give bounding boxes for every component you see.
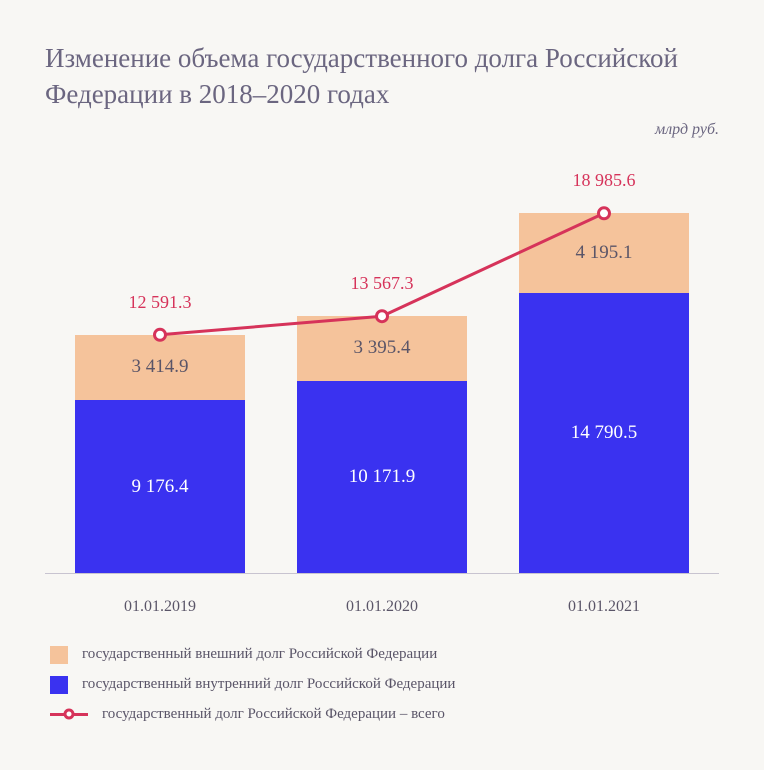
unit-label: млрд руб. (45, 121, 719, 139)
baseline (45, 573, 719, 574)
total-value-label: 18 985.6 (573, 170, 636, 191)
chart-title: Изменение объема государственного долга … (45, 40, 719, 113)
bar-segment-internal: 9 176.4 (75, 400, 245, 574)
bar-stack: 3 414.99 176.4 (75, 335, 245, 574)
legend-item-total: государственный долг Российской Федераци… (50, 706, 719, 723)
chart-container: Изменение объема государственного долга … (0, 0, 764, 753)
bar-segment-external: 3 395.4 (297, 316, 467, 381)
legend-label-internal: государственный внутренний долг Российск… (82, 676, 455, 693)
swatch-internal (50, 676, 68, 694)
swatch-external (50, 646, 68, 664)
bar-group: 18 985.6 4 195.114 790.5 (519, 170, 689, 574)
bar-group: 13 567.3 3 395.410 171.9 (297, 273, 467, 574)
bar-segment-internal: 10 171.9 (297, 381, 467, 574)
total-value-label: 12 591.3 (129, 292, 192, 313)
swatch-total (50, 713, 88, 716)
bar-group: 12 591.3 3 414.99 176.4 (75, 292, 245, 574)
bar-segment-external: 4 195.1 (519, 213, 689, 293)
legend-label-external: государственный внешний долг Российской … (82, 646, 437, 663)
plot-area: 12 591.3 3 414.99 176.4 13 567.3 3 395.410 … (45, 144, 719, 574)
x-axis: 01.01.2019 01.01.2020 01.01.2021 (45, 584, 719, 616)
legend-label-total: государственный долг Российской Федераци… (102, 706, 445, 723)
bar-stack: 3 395.410 171.9 (297, 316, 467, 574)
bar-segment-external: 3 414.9 (75, 335, 245, 400)
legend-item-external: государственный внешний долг Российской … (50, 646, 719, 664)
x-tick-label: 01.01.2020 (297, 598, 467, 616)
bar-segment-internal: 14 790.5 (519, 293, 689, 574)
total-value-label: 13 567.3 (351, 273, 414, 294)
x-tick-label: 01.01.2019 (75, 598, 245, 616)
x-tick-label: 01.01.2021 (519, 598, 689, 616)
bar-stack: 4 195.114 790.5 (519, 213, 689, 574)
legend-item-internal: государственный внутренний долг Российск… (50, 676, 719, 694)
legend: государственный внешний долг Российской … (45, 646, 719, 723)
